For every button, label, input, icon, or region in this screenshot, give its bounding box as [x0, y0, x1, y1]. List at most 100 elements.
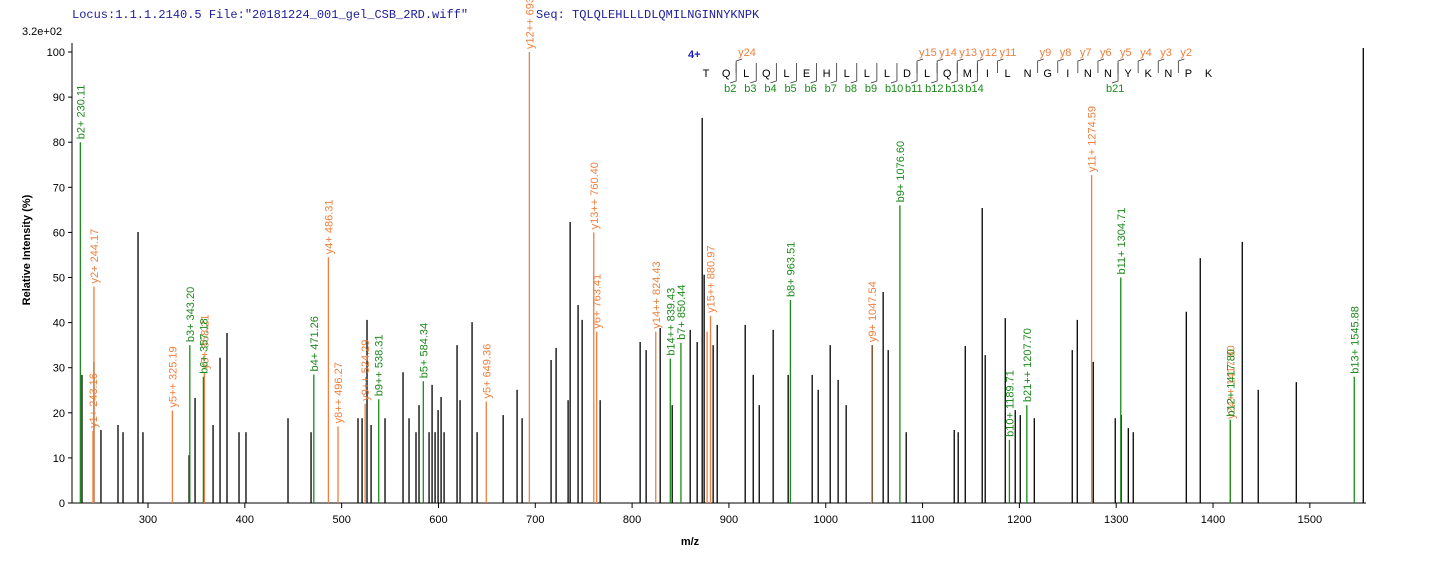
residue: E	[803, 68, 810, 80]
x-tick-label: 1000	[814, 514, 838, 526]
x-tick-label: 500	[332, 514, 350, 526]
y-ion-label: y2	[1180, 47, 1192, 59]
y-ion-bracket	[997, 58, 1004, 73]
y-ion-bracket	[1077, 58, 1084, 73]
residue: D	[903, 68, 911, 80]
residue: N	[1084, 68, 1092, 80]
peak-label: y9++ 524.29	[360, 340, 372, 401]
y-ion-bracket	[1177, 58, 1185, 73]
y-ion-bracket	[976, 58, 984, 73]
x-tick-label: 1300	[1104, 514, 1128, 526]
b-ion-label: b14	[965, 83, 983, 95]
b-ion-bracket	[810, 63, 817, 84]
peak-label: b11+ 1304.71	[1116, 208, 1128, 275]
y-tick-label: 40	[53, 318, 65, 330]
peak-label: b6+ 357.18	[198, 318, 210, 373]
y-tick-label: 100	[47, 47, 65, 59]
b-ion-label: b8	[845, 83, 857, 95]
residue: N	[1164, 68, 1172, 80]
residue: L	[743, 68, 749, 80]
y-ion-bracket	[1037, 58, 1044, 73]
y-ion-label: y9	[1040, 47, 1052, 59]
peak-label: y12++ 693.89	[524, 0, 536, 49]
y-tick-label: 90	[53, 92, 65, 104]
residue: K	[1205, 68, 1213, 80]
y-tick-label: 70	[53, 182, 65, 194]
x-tick-label: 600	[429, 514, 447, 526]
charge-label: 4+	[688, 49, 701, 61]
b-ion-bracket	[870, 63, 878, 84]
residue: Q	[722, 68, 731, 80]
peak-label: y3+ 358.21	[199, 314, 211, 369]
residue: G	[1043, 68, 1052, 80]
peak-label: y11+ 1274.59	[1087, 106, 1099, 172]
peak-label: b14++ 839.43	[665, 288, 677, 356]
b-ion-label: b12	[925, 83, 943, 95]
b-ion-bracket	[790, 63, 797, 84]
residue: Y	[1124, 68, 1132, 80]
peak-label: b9+ 1076.60	[895, 141, 907, 202]
residue: I	[986, 68, 989, 80]
peak-label: b3+ 343.20	[185, 287, 197, 342]
y-ion-bracket	[1097, 58, 1105, 73]
peak-label: y6+ 763.41	[592, 274, 604, 329]
peak-label: b2+ 230.11	[75, 85, 87, 140]
b-ion-bracket	[1111, 63, 1119, 84]
y-ion-label: y7	[1080, 47, 1092, 59]
b-ion-label: b3	[744, 83, 756, 95]
residue: P	[1185, 68, 1192, 80]
y-ion-label: y5	[1120, 47, 1132, 59]
peak-label: b7+ 850.44	[676, 285, 688, 340]
y-tick-label: 80	[53, 137, 65, 149]
scale-label: 3.2e+02	[22, 26, 62, 38]
peak-label: y2+ 244.17	[89, 229, 101, 284]
b-ion-label: b21	[1106, 83, 1124, 95]
y-ion-label: y4	[1140, 47, 1152, 59]
y-ion-bracket	[916, 58, 924, 73]
peak-label: y8++ 496.27	[333, 362, 345, 423]
residue: Q	[762, 68, 771, 80]
chart-title: Locus:1.1.1.2140.5 File:"20181224_001_ge…	[72, 8, 468, 22]
peak-label: b10+ 1189.71	[1004, 370, 1016, 437]
b-ion-label: b9	[865, 83, 877, 95]
y-ion-label: y15	[919, 47, 937, 59]
x-tick-label: 700	[526, 514, 544, 526]
peak-label: y14++ 824.43	[651, 261, 663, 328]
peak-label: y24++ 1417.80	[1225, 345, 1237, 418]
peak-label: y5++ 325.19	[167, 346, 179, 407]
y-ion-bracket	[1137, 58, 1145, 73]
x-tick-label: 1200	[1007, 514, 1031, 526]
b-ion-label: b6	[805, 83, 817, 95]
y-ion-bracket	[1057, 58, 1064, 73]
peak-label: b5+ 584.34	[418, 323, 430, 378]
b-ion-bracket	[890, 63, 898, 84]
peak-label: y4+ 486.31	[323, 199, 335, 254]
y-ion-label: y14	[939, 47, 957, 59]
residue: L	[1004, 68, 1010, 80]
residue: Q	[943, 68, 952, 80]
x-tick-label: 300	[139, 514, 157, 526]
b-ion-label: b10	[885, 83, 903, 95]
b-ion-bracket	[770, 63, 777, 84]
y-ion-bracket	[735, 58, 743, 73]
y-ion-label: y11	[999, 47, 1016, 59]
x-tick-label: 900	[720, 514, 738, 526]
peak-label: b12+ 1417.80	[1225, 349, 1237, 417]
y-ion-bracket	[1157, 58, 1165, 73]
residue: I	[1066, 68, 1069, 80]
b-ion-bracket	[830, 63, 838, 84]
residue: N	[1104, 68, 1112, 80]
y-tick-label: 50	[53, 273, 65, 285]
b-ion-label: b5	[784, 83, 796, 95]
b-ion-label: b7	[825, 83, 837, 95]
y-ion-bracket	[1117, 58, 1125, 73]
b-ion-bracket	[730, 63, 737, 84]
y-tick-label: 0	[59, 498, 65, 510]
b-ion-bracket	[850, 63, 858, 84]
y-ion-label: y3	[1160, 47, 1172, 59]
peak-label: b13+ 1545.88	[1349, 306, 1361, 374]
x-tick-label: 1500	[1298, 514, 1322, 526]
b-ion-bracket	[910, 63, 918, 84]
